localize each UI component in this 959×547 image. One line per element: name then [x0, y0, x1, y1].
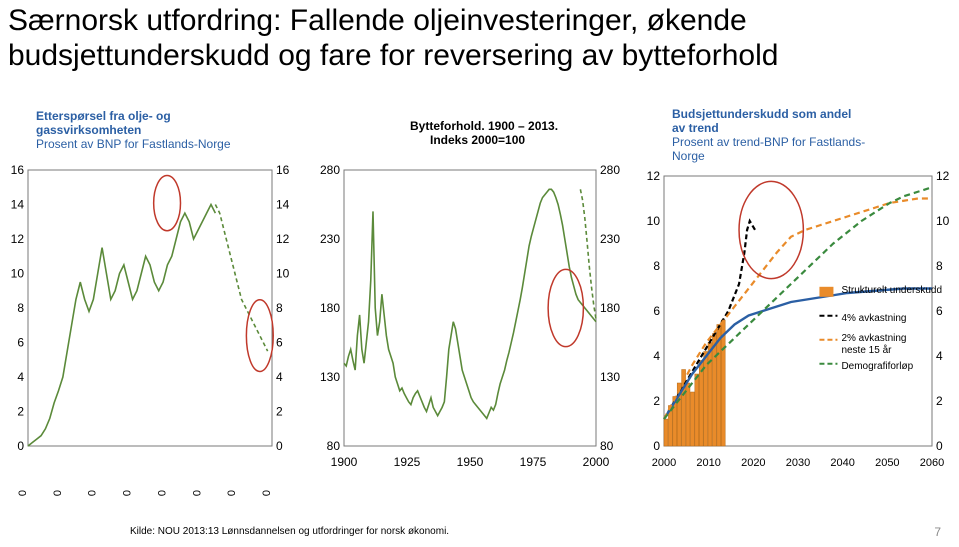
svg-text:280: 280: [600, 163, 620, 177]
svg-text:0: 0: [653, 439, 660, 453]
svg-text:0: 0: [276, 439, 283, 453]
svg-text:2050: 2050: [875, 457, 899, 469]
svg-text:4: 4: [653, 349, 660, 363]
svg-text:2: 2: [276, 405, 283, 419]
svg-text:1925: 1925: [394, 455, 421, 469]
svg-text:2000: 2000: [122, 490, 134, 496]
svg-text:2040: 2040: [261, 490, 273, 496]
svg-text:1970: 1970: [17, 490, 29, 496]
svg-text:2060: 2060: [920, 457, 944, 469]
svg-text:4% avkastning: 4% avkastning: [841, 313, 906, 324]
svg-text:12: 12: [11, 232, 25, 246]
svg-text:130: 130: [600, 370, 620, 384]
svg-text:av trend: av trend: [672, 121, 719, 135]
svg-text:4: 4: [17, 370, 24, 384]
chart-terms-of-trade: Bytteforhold. 1900 – 2013.Indeks 2000=10…: [310, 106, 630, 496]
svg-text:4: 4: [936, 349, 943, 363]
svg-text:6: 6: [276, 336, 283, 350]
svg-text:14: 14: [276, 198, 290, 212]
svg-text:80: 80: [327, 439, 341, 453]
svg-text:Prosent av BNP for Fastlands-N: Prosent av BNP for Fastlands-Norge: [36, 137, 231, 151]
svg-text:2000: 2000: [583, 455, 610, 469]
svg-text:Strukturelt underskudd: Strukturelt underskudd: [841, 285, 942, 296]
svg-text:Demografiforløp: Demografiforløp: [841, 361, 913, 372]
svg-text:280: 280: [320, 163, 340, 177]
svg-text:2030: 2030: [786, 457, 810, 469]
slide: { "title": "Særnorsk utfordring: Fallend…: [0, 0, 959, 547]
svg-text:230: 230: [320, 232, 340, 246]
svg-text:0: 0: [936, 439, 943, 453]
svg-text:8: 8: [653, 259, 660, 273]
charts-row: Etterspørsel fra olje- oggassvirksomhete…: [0, 106, 959, 496]
chart-demand: Etterspørsel fra olje- oggassvirksomhete…: [0, 106, 300, 496]
svg-text:16: 16: [11, 163, 25, 177]
svg-text:230: 230: [600, 232, 620, 246]
svg-text:2% avkastning: 2% avkastning: [841, 333, 906, 344]
svg-text:16: 16: [276, 163, 290, 177]
svg-text:130: 130: [320, 370, 340, 384]
svg-text:10: 10: [276, 267, 290, 281]
svg-text:2020: 2020: [741, 457, 765, 469]
page-number: 7: [934, 525, 941, 539]
source-line: Kilde: NOU 2013:13 Lønnsdannelsen og utf…: [130, 526, 449, 537]
svg-text:6: 6: [653, 304, 660, 318]
svg-text:6: 6: [936, 304, 943, 318]
svg-text:Budsjettunderskudd som andel: Budsjettunderskudd som andel: [672, 107, 851, 121]
svg-text:2020: 2020: [191, 490, 203, 496]
svg-text:2: 2: [936, 394, 943, 408]
svg-text:2010: 2010: [696, 457, 720, 469]
svg-text:6: 6: [17, 336, 24, 350]
svg-text:Prosent av trend-BNP for Fastl: Prosent av trend-BNP for Fastlands-: [672, 135, 865, 149]
svg-text:1900: 1900: [331, 455, 358, 469]
svg-text:180: 180: [600, 301, 620, 315]
svg-text:10: 10: [647, 214, 661, 228]
svg-text:2030: 2030: [226, 490, 238, 496]
svg-text:Bytteforhold. 1900 – 2013.: Bytteforhold. 1900 – 2013.: [410, 119, 558, 133]
svg-text:1950: 1950: [457, 455, 484, 469]
svg-text:12: 12: [647, 169, 661, 183]
svg-text:2040: 2040: [830, 457, 854, 469]
svg-text:8: 8: [276, 301, 283, 315]
svg-text:2010: 2010: [156, 490, 168, 496]
svg-text:8: 8: [936, 259, 943, 273]
svg-text:Norge: Norge: [672, 149, 705, 163]
svg-text:gassvirksomheten: gassvirksomheten: [36, 123, 141, 137]
svg-text:1975: 1975: [520, 455, 547, 469]
svg-text:10: 10: [11, 267, 25, 281]
svg-text:2: 2: [17, 405, 24, 419]
svg-text:10: 10: [936, 214, 950, 228]
svg-text:Etterspørsel fra olje- og: Etterspørsel fra olje- og: [36, 109, 171, 123]
svg-text:1990: 1990: [87, 490, 99, 496]
svg-text:2: 2: [653, 394, 660, 408]
svg-text:1980: 1980: [52, 490, 64, 496]
svg-text:80: 80: [600, 439, 614, 453]
svg-text:4: 4: [276, 370, 283, 384]
chart-deficit: Budsjettunderskudd som andelav trendPros…: [638, 106, 958, 496]
svg-text:2000: 2000: [652, 457, 676, 469]
svg-text:12: 12: [276, 232, 290, 246]
svg-text:12: 12: [936, 169, 950, 183]
svg-text:14: 14: [11, 198, 25, 212]
svg-text:neste 15 år: neste 15 år: [841, 344, 892, 356]
svg-text:180: 180: [320, 301, 340, 315]
svg-text:8: 8: [17, 301, 24, 315]
page-title: Særnorsk utfordring: Fallende oljeinvest…: [8, 4, 948, 73]
svg-text:0: 0: [17, 439, 24, 453]
svg-text:Indeks 2000=100: Indeks 2000=100: [430, 133, 525, 147]
